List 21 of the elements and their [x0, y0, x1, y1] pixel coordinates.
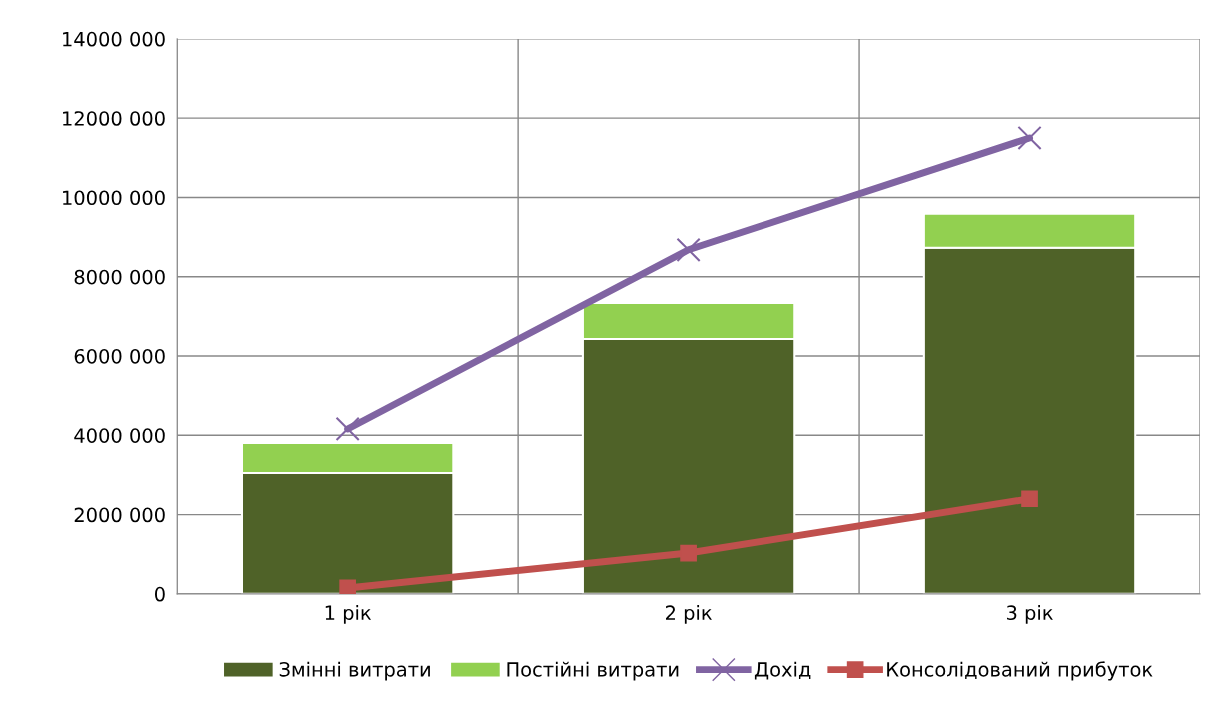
point [335, 416, 360, 442]
legend-label: Консолідований прибуток [887, 661, 1153, 681]
point [339, 579, 356, 594]
y-tick-label: 6000 000 [74, 348, 165, 364]
y-tick-label: 2000 000 [74, 507, 165, 523]
legend-label: Постійні витрати [507, 661, 679, 681]
x-tick-label: 1 рік [325, 604, 372, 624]
y-tick-label: 10000 000 [63, 190, 165, 206]
point [680, 544, 697, 562]
legend-label: Дохід [754, 661, 811, 680]
point [1017, 125, 1042, 151]
x-tick-label: 3 рік [1007, 604, 1053, 624]
x-tick-label: 2 рік [666, 604, 712, 624]
y-tick-label: 8000 000 [74, 269, 165, 285]
y-tick-label: 0 [154, 586, 165, 602]
y-tick-label: 12000 000 [63, 111, 165, 126]
legend-label: Змінні витрати [279, 661, 430, 681]
point [1021, 490, 1038, 508]
y-tick-label: 4000 000 [74, 428, 165, 443]
y-tick-label: 14000 000 [63, 31, 165, 47]
point [676, 237, 701, 262]
